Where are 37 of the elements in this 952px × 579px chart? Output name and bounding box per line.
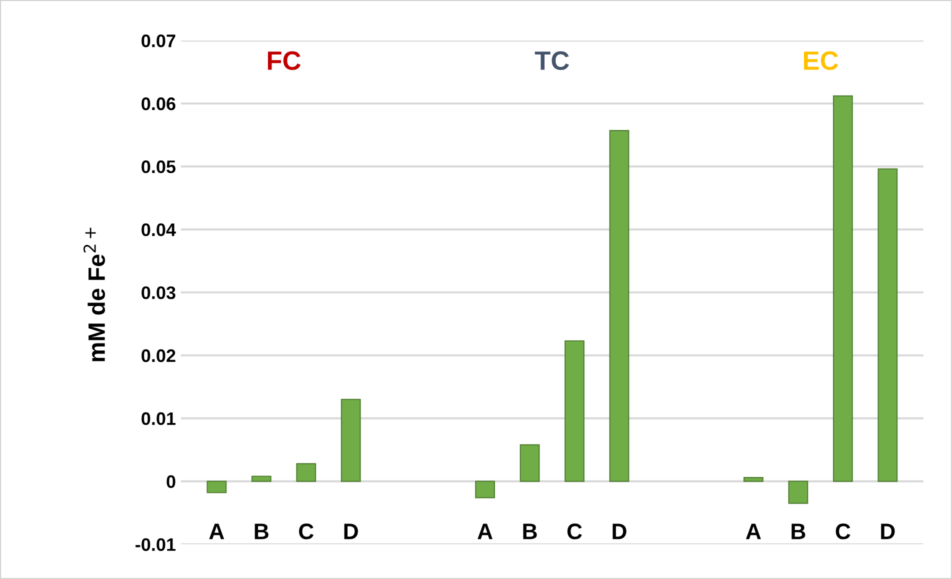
x-tick-label: C xyxy=(567,524,582,540)
y-tick-label: 0.02 xyxy=(142,349,176,362)
bar xyxy=(609,130,630,482)
x-tick-label: D xyxy=(612,524,626,540)
bar xyxy=(878,168,898,482)
y-tick-label: 0.04 xyxy=(142,223,176,236)
x-tick-label: D xyxy=(881,524,895,540)
y-tick-label: 0.03 xyxy=(142,286,176,300)
annotation: FC xyxy=(268,51,301,70)
y-tick-label: 0.05 xyxy=(142,160,176,174)
bar xyxy=(206,480,227,494)
annotation: EC xyxy=(804,51,838,70)
x-tick-label: B xyxy=(523,524,537,540)
x-tick-label: C xyxy=(836,524,850,540)
bar xyxy=(832,95,853,482)
annotation: TC xyxy=(534,51,570,70)
y-tick-label: 0.01 xyxy=(142,412,176,426)
bar xyxy=(564,340,584,482)
bar xyxy=(520,444,540,482)
bar xyxy=(788,480,808,504)
bar xyxy=(251,476,272,482)
bar xyxy=(475,480,496,498)
y-tick-label: -0.01 xyxy=(136,538,176,551)
bar xyxy=(340,398,361,482)
x-tick-label: D xyxy=(344,524,358,540)
y-tick-label: 0.06 xyxy=(142,97,176,110)
bar xyxy=(744,476,764,482)
y-axis-title: mM de Fe$^{2+}$ xyxy=(83,228,106,362)
y-tick-label: 0 xyxy=(166,475,176,488)
x-tick-label: A xyxy=(209,524,224,540)
x-tick-label: C xyxy=(299,524,314,540)
x-tick-label: B xyxy=(792,524,806,540)
x-tick-label: A xyxy=(478,524,492,540)
x-tick-label: B xyxy=(254,524,268,540)
x-tick-label: A xyxy=(746,524,761,540)
bar xyxy=(296,463,316,482)
y-tick-label: 0.07 xyxy=(142,34,176,48)
